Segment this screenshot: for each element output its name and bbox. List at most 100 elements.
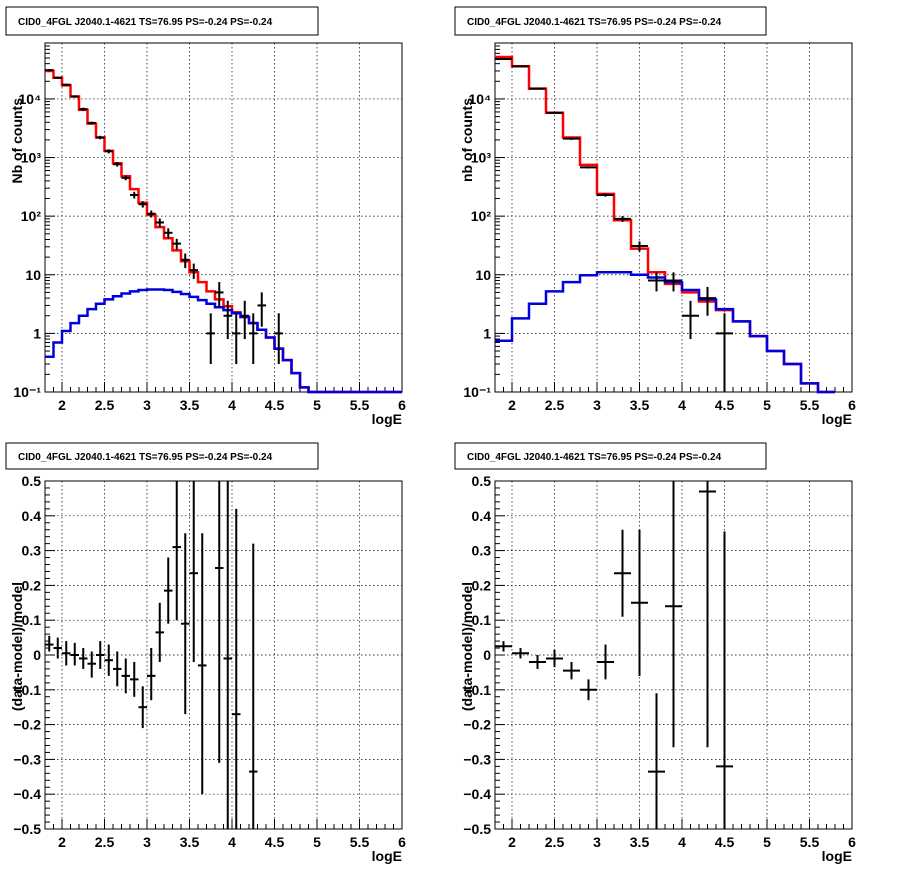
data-point	[164, 228, 173, 239]
data-point	[87, 651, 96, 678]
data-point	[138, 201, 147, 208]
title-box	[454, 6, 767, 36]
x-tick-label: 2	[58, 397, 66, 413]
x-tick-label: 2.5	[545, 834, 565, 850]
data-point	[257, 292, 266, 327]
y-tick-label: −0.4	[463, 786, 491, 802]
x-axis-label: logE	[822, 848, 852, 864]
chart-title: CID0_4FGL J2040.1-4621 TS=76.95 PS=-0.24…	[467, 17, 722, 28]
data-point	[113, 651, 122, 687]
x-tick-label: 4	[678, 397, 686, 413]
residual-panel-left: CID0_4FGL J2040.1-4621 TS=76.95 PS=-0.24…	[5, 442, 406, 864]
data-point	[512, 65, 529, 68]
data-point	[45, 635, 54, 652]
y-tick-label: 10	[25, 267, 41, 283]
data-point	[223, 481, 232, 829]
x-tick-label: 2.5	[545, 397, 565, 413]
x-tick-label: 2.5	[95, 834, 115, 850]
x-tick-label: 2	[58, 834, 66, 850]
data-point	[682, 300, 699, 340]
data-point	[546, 111, 563, 114]
y-axis-label: (data-model)/model	[9, 582, 25, 711]
x-tick-label: 4	[228, 834, 236, 850]
data-point	[232, 313, 241, 365]
data-point	[121, 175, 130, 181]
x-tick-label: 3	[593, 834, 601, 850]
x-tick-label: 5	[763, 834, 771, 850]
x-tick-label: 2	[508, 397, 516, 413]
data-point	[147, 648, 156, 701]
x-tick-label: 4	[678, 834, 686, 850]
y-tick-label: 0.4	[22, 508, 42, 524]
x-tick-label: 4.5	[715, 397, 735, 413]
y-tick-label: −0.2	[13, 717, 41, 733]
data-point	[45, 69, 54, 72]
residual-panel-right: CID0_4FGL J2040.1-4621 TS=76.95 PS=-0.24…	[454, 442, 856, 864]
data-point	[563, 137, 580, 140]
data-point	[155, 602, 164, 662]
data-point	[155, 218, 164, 228]
data-point	[181, 253, 190, 269]
y-tick-label: −0.1	[463, 682, 491, 698]
data-point	[223, 300, 232, 340]
chart-title: CID0_4FGL J2040.1-4621 TS=76.95 PS=-0.24…	[18, 452, 273, 463]
data-point	[240, 300, 249, 340]
data-point	[614, 216, 631, 222]
x-tick-label: 3	[143, 397, 151, 413]
y-tick-label: 0	[33, 647, 41, 663]
y-axis-label: nb of counts	[459, 98, 475, 182]
data-point	[104, 644, 113, 676]
data-point	[79, 648, 88, 669]
data-point	[172, 238, 181, 250]
data-point	[130, 191, 139, 199]
data-point	[580, 679, 597, 701]
data-point	[215, 282, 224, 308]
x-tick-label: 4	[228, 397, 236, 413]
y-tick-label: 10²	[471, 208, 492, 224]
data-point	[164, 557, 173, 624]
data-point	[172, 481, 181, 621]
y-tick-label: 0.5	[472, 473, 492, 489]
data-point	[631, 529, 648, 676]
data-point	[597, 644, 614, 680]
y-tick-label: 0.5	[22, 473, 42, 489]
x-axis-label: logE	[822, 411, 852, 427]
data-point	[495, 641, 512, 652]
data-point	[699, 481, 716, 748]
data-point	[716, 313, 733, 392]
x-tick-label: 5	[313, 834, 321, 850]
x-tick-label: 5	[763, 397, 771, 413]
y-tick-label: 0.4	[472, 508, 492, 524]
y-tick-label: 10⁴	[19, 91, 42, 107]
y-axis-label: Nb of counts	[9, 98, 25, 184]
y-tick-label: 10⁻¹	[463, 384, 491, 400]
x-tick-label: 4.5	[715, 834, 735, 850]
x-tick-label: 3	[593, 397, 601, 413]
data-point	[563, 661, 580, 680]
source-model-line	[495, 271, 835, 394]
data-point	[665, 481, 682, 748]
y-tick-label: 0.1	[22, 612, 42, 628]
x-axis-label: logE	[372, 848, 402, 864]
x-tick-label: 2	[508, 834, 516, 850]
data-point	[130, 661, 139, 697]
title-box	[5, 442, 319, 470]
x-axis-label: logE	[372, 411, 402, 427]
y-tick-label: 10³	[471, 150, 492, 166]
data-point	[79, 107, 88, 111]
data-point	[198, 533, 207, 795]
y-tick-label: −0.4	[13, 786, 41, 802]
data-point	[232, 508, 241, 829]
x-tick-label: 5	[313, 397, 321, 413]
data-point	[274, 313, 283, 365]
y-tick-label: 0	[483, 647, 491, 663]
y-tick-label: 10	[475, 267, 491, 283]
total-model-line	[45, 69, 402, 394]
data-point	[249, 313, 258, 365]
data-point	[181, 533, 190, 715]
y-tick-label: −0.1	[13, 682, 41, 698]
y-axis-label: (data-model)/model	[459, 582, 475, 711]
y-tick-label: 1	[483, 325, 491, 341]
spectrum-panel-right: CID0_4FGL J2040.1-4621 TS=76.95 PS=-0.24…	[454, 6, 856, 427]
